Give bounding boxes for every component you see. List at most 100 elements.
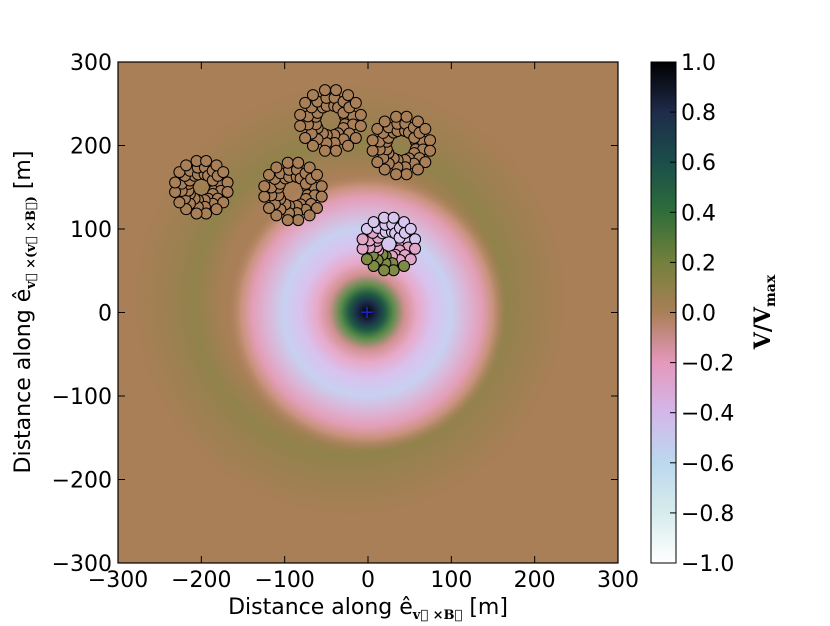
station-marker xyxy=(342,139,355,152)
colorbar-tick-label: 0.6 xyxy=(681,151,716,176)
y-tick-label: 0 xyxy=(98,302,112,327)
station-marker xyxy=(378,163,391,176)
station-marker xyxy=(270,209,283,222)
station-marker xyxy=(292,214,305,227)
station-marker xyxy=(342,89,355,102)
station-marker xyxy=(404,222,417,235)
station-marker xyxy=(169,176,182,189)
colorbar-tick-label: −0.6 xyxy=(681,452,734,477)
colorbar-tick-label: 0.2 xyxy=(681,251,716,276)
colorbar-tick-label: −0.4 xyxy=(681,402,734,427)
x-axis-ticks: −300 −200 −100 0 100 200 300 xyxy=(88,62,639,593)
colorbar-tick-label: 0.0 xyxy=(681,302,716,327)
station-marker xyxy=(390,168,403,181)
x-tick-label: 300 xyxy=(597,568,639,593)
x-axis-label-subscript: v⃗ ×B⃗ xyxy=(412,608,463,623)
station-marker xyxy=(294,108,307,121)
x-axis-label-unit: [m] xyxy=(462,595,508,620)
station-marker xyxy=(378,264,391,277)
station-marker xyxy=(318,144,331,157)
colorbar-tick-label: 1.0 xyxy=(681,51,716,76)
y-axis-label-unit: [m] xyxy=(11,151,36,197)
station-marker xyxy=(200,155,213,168)
station-marker xyxy=(310,168,323,181)
station-marker xyxy=(354,108,367,121)
station-marker xyxy=(210,203,223,216)
station-marker xyxy=(349,131,362,144)
station-marker xyxy=(281,214,294,227)
station-marker xyxy=(270,161,283,174)
station-marker xyxy=(330,84,343,97)
colorbar-tick-label: −0.8 xyxy=(681,502,734,527)
x-tick-label: 200 xyxy=(514,568,556,593)
station-marker xyxy=(310,202,323,215)
station-marker xyxy=(367,216,380,229)
heatmap-core xyxy=(227,172,507,452)
y-axis-label-main: Distance along ê xyxy=(11,289,36,474)
heatmap-area: + xyxy=(118,62,618,563)
station-marker xyxy=(217,166,230,179)
station-marker xyxy=(315,180,328,193)
station-marker xyxy=(190,207,203,220)
station-marker xyxy=(378,115,391,128)
x-axis-label-main: Distance along ê xyxy=(228,595,413,620)
x-tick-label: 100 xyxy=(430,568,472,593)
station-marker xyxy=(424,144,437,157)
station-marker xyxy=(366,134,379,147)
colorbar-tick-label: −1.0 xyxy=(681,552,734,577)
station-marker xyxy=(419,156,432,169)
station-marker xyxy=(411,115,424,128)
station-marker xyxy=(424,134,437,147)
station-marker xyxy=(221,186,234,199)
station-marker xyxy=(306,89,319,102)
colorbar-tick-label: 0.8 xyxy=(681,101,716,126)
x-tick-label: 0 xyxy=(361,568,375,593)
colorbar-tick-label: 0.4 xyxy=(681,201,716,226)
station-marker xyxy=(258,190,271,203)
y-tick-label: −100 xyxy=(52,385,112,410)
station-marker xyxy=(263,168,276,181)
station-marker xyxy=(263,202,276,215)
station-marker xyxy=(294,119,307,132)
x-tick-label: −300 xyxy=(88,568,148,593)
station-marker xyxy=(356,233,369,246)
station-marker xyxy=(318,84,331,97)
x-tick-label: −100 xyxy=(254,568,314,593)
x-tick-label: −200 xyxy=(171,568,231,593)
station-marker xyxy=(315,190,328,203)
station-marker xyxy=(371,122,384,135)
y-tick-label: 200 xyxy=(70,135,112,160)
station-marker xyxy=(173,196,186,209)
station-marker xyxy=(398,259,411,272)
station-marker xyxy=(330,144,343,157)
y-tick-label: 100 xyxy=(70,218,112,243)
station-marker xyxy=(281,156,294,169)
station-marker xyxy=(387,211,400,224)
station-marker xyxy=(409,242,422,255)
station-marker xyxy=(303,161,316,174)
y-axis-label: Distance along êv⃗ ×(v⃗ ×B⃗) [m] xyxy=(11,151,39,474)
station-marker xyxy=(400,168,413,181)
station-marker xyxy=(306,139,319,152)
station-marker xyxy=(299,131,312,144)
station-markers xyxy=(169,84,437,277)
colorbar-label: V/Vmax xyxy=(750,274,779,350)
colorbar-label-main: V/V xyxy=(750,306,776,350)
station-marker xyxy=(299,96,312,109)
colorbar-tick-label: −0.2 xyxy=(681,352,734,377)
station-marker xyxy=(180,159,193,172)
station-marker xyxy=(258,180,271,193)
station-marker xyxy=(390,110,403,123)
station-marker xyxy=(354,119,367,132)
station-marker xyxy=(411,163,424,176)
x-axis-label: Distance along êv⃗ ×B⃗ [m] xyxy=(228,595,508,623)
station-marker xyxy=(371,156,384,169)
y-tick-label: −200 xyxy=(52,469,112,494)
station-marker xyxy=(349,96,362,109)
colorbar-ticks: −1.0 −0.8 −0.6 −0.4 −0.2 0.0 0.2 0.4 0.6 0.8 1.0 xyxy=(670,51,734,577)
station-marker xyxy=(366,144,379,157)
colorbar-label-subscript: max xyxy=(763,274,779,307)
y-axis-label-subscript: v⃗ ×(v⃗ ×B⃗) xyxy=(24,196,39,290)
station-marker xyxy=(400,110,413,123)
